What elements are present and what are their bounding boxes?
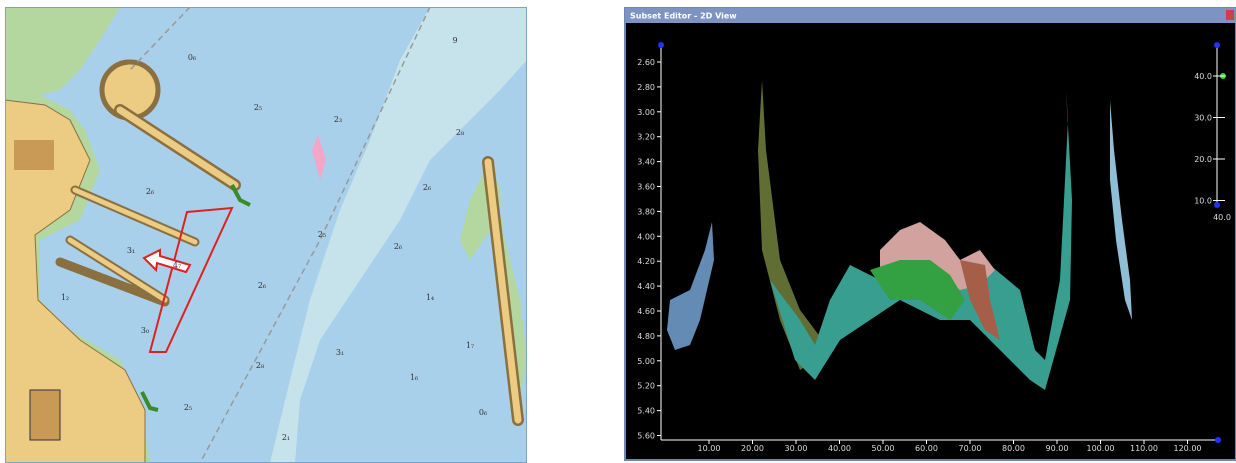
sounding: 2₅ xyxy=(254,103,262,112)
y-tick-label: 4.80 xyxy=(637,332,655,341)
axis-handle[interactable] xyxy=(1215,437,1221,443)
sounding: 0₆ xyxy=(188,53,196,62)
x-tick-label: 80.00 xyxy=(1002,444,1025,453)
y-tick-label: 2.60 xyxy=(637,58,655,67)
sounding: 4₇ xyxy=(173,261,181,270)
sounding: 3₁ xyxy=(127,246,135,255)
axis-handle[interactable] xyxy=(1214,202,1220,208)
x-tick-label: 30.00 xyxy=(785,444,808,453)
axis-handle[interactable] xyxy=(1214,42,1220,48)
sounding: 2₆ xyxy=(258,281,266,290)
sounding: 1₇ xyxy=(466,341,474,350)
sounding: 2₃ xyxy=(334,115,342,124)
sounding: 3₁ xyxy=(336,348,344,357)
close-button[interactable] xyxy=(1226,10,1234,20)
scale-label: 40.0 xyxy=(1213,213,1231,222)
y-tick-label: 3.20 xyxy=(637,133,655,142)
subset-editor-window: Subset Editor - 2D View 2.60 2.80 3.00 3.20… xyxy=(625,8,1236,460)
building xyxy=(30,390,60,440)
y-tick-label: 3.00 xyxy=(637,108,655,117)
y-tick-label: 5.00 xyxy=(637,357,655,366)
y-tick-label: 3.60 xyxy=(637,183,655,192)
sounding: 1₂ xyxy=(61,293,69,302)
sounding: 2₈ xyxy=(256,361,264,370)
x-tick-label: 60.00 xyxy=(915,444,938,453)
nautical-map: 0₆ 2₅ 9 2₃ 2₈ 2₆ 2₆ 2₅ 2₆ 3₁ 4₇ 2₆ 1₄ 1₂ 3₀ 3₁ 1₇ 2₈ 1₆ 2₅ 0… xyxy=(5,7,527,463)
sounding: 1₄ xyxy=(426,293,434,302)
x-tick-label: 70.00 xyxy=(959,444,982,453)
sounding: 2₆ xyxy=(146,187,154,196)
sounding: 1₆ xyxy=(410,373,418,382)
y-tick-label: 4.00 xyxy=(637,232,655,241)
scale-label: 40.0 xyxy=(1194,72,1212,81)
x-tick-label: 120.00 xyxy=(1174,444,1202,453)
y-tick-label: 2.80 xyxy=(637,83,655,92)
x-tick-label: 40.00 xyxy=(828,444,851,453)
axis-handle[interactable] xyxy=(658,42,664,48)
window-title: Subset Editor - 2D View xyxy=(630,12,737,21)
x-tick-label: 110.00 xyxy=(1130,444,1158,453)
sounding: 2₆ xyxy=(394,242,402,251)
scale-label: 30.0 xyxy=(1194,114,1212,123)
x-tick-label: 50.00 xyxy=(872,444,895,453)
sounding: 0₆ xyxy=(479,408,487,417)
y-tick-label: 5.20 xyxy=(637,382,655,391)
y-tick-label: 3.40 xyxy=(637,158,655,167)
sounding: 2₁ xyxy=(282,433,290,442)
x-tick-label: 100.00 xyxy=(1087,444,1115,453)
sounding: 2₅ xyxy=(184,403,192,412)
building xyxy=(14,140,54,170)
sounding: 9 xyxy=(452,36,457,45)
page: 0₆ 2₅ 9 2₃ 2₈ 2₆ 2₆ 2₅ 2₆ 3₁ 4₇ 2₆ 1₄ 1₂ 3₀ 3₁ 1₇ 2₈ 1₆ 2₅ 0… xyxy=(0,0,1236,463)
sounding: 2₈ xyxy=(456,128,464,137)
x-tick-label: 10.00 xyxy=(698,444,721,453)
sounding: 2₅ xyxy=(318,230,326,239)
sounding: 3₀ xyxy=(141,326,149,335)
y-tick-label: 4.20 xyxy=(637,257,655,266)
y-tick-label: 5.40 xyxy=(637,407,655,416)
y-tick-label: 4.40 xyxy=(637,282,655,291)
x-tick-label: 90.00 xyxy=(1046,444,1069,453)
x-tick-label: 20.00 xyxy=(741,444,764,453)
y-tick-label: 4.60 xyxy=(637,307,655,316)
y-tick-label: 5.60 xyxy=(637,432,655,441)
sounding: 2₆ xyxy=(423,183,431,192)
scale-label: 20.0 xyxy=(1194,155,1212,164)
scale-label: 10.0 xyxy=(1194,197,1212,206)
screen: 0₆ 2₅ 9 2₃ 2₈ 2₆ 2₆ 2₅ 2₆ 3₁ 4₇ 2₆ 1₄ 1₂ 3₀ 3₁ 1₇ 2₈ 1₆ 2₅ 0… xyxy=(0,0,1236,463)
y-tick-label: 3.80 xyxy=(637,207,655,216)
